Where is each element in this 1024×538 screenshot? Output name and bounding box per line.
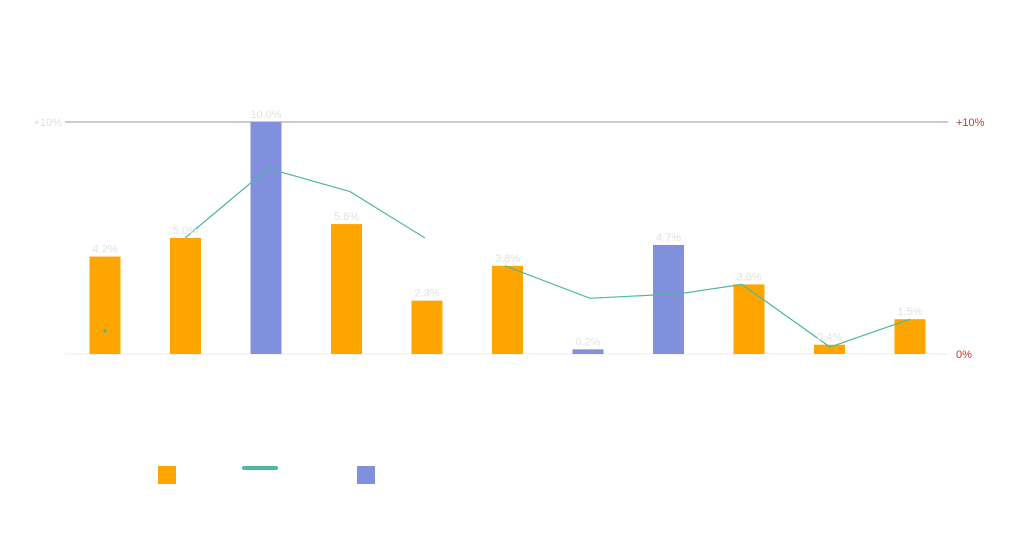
trend-line-segment <box>184 167 426 239</box>
bar-4 <box>331 224 362 354</box>
y-left-tick-1: +10% <box>34 117 63 129</box>
bar-3 <box>250 122 282 354</box>
legend-item-3 <box>357 466 381 484</box>
data-labels: 4.2% 5.0% 10.0% 5.6% 2.3% 3.8% 0.2% 4.7% 3.0% 0.4… <box>92 109 922 348</box>
bar-label-1: 4.2% <box>92 244 117 256</box>
bar-label-7: 0.2% <box>575 336 600 348</box>
bar-label-11: 1.5% <box>897 306 922 318</box>
legend-item-2 <box>242 466 284 470</box>
bars <box>89 122 926 354</box>
bar-7 <box>572 349 604 354</box>
legend-swatch-1 <box>158 466 176 484</box>
bar-6 <box>492 265 523 354</box>
bar-label-9: 3.0% <box>736 271 761 283</box>
bar-label-10: 0.4% <box>817 332 842 344</box>
axis-labels: +10% +10% 0% <box>34 117 985 361</box>
bar-label-2: 5.0% <box>173 225 198 237</box>
bar-label-8: 4.7% <box>656 232 681 244</box>
bar-label-4: 5.6% <box>334 211 359 223</box>
bar-5 <box>411 300 443 354</box>
bar-9 <box>733 284 765 354</box>
bar-2 <box>170 238 201 354</box>
trend-line <box>103 167 911 348</box>
legend-swatch-3 <box>357 466 375 484</box>
legend-swatch-2 <box>242 466 278 470</box>
bar-label-5: 2.3% <box>414 288 439 300</box>
bar-label-3: 10.0% <box>250 109 281 121</box>
bar-1 <box>89 256 121 354</box>
bar-8 <box>653 244 684 354</box>
bar-11 <box>894 319 926 354</box>
bar-label-6: 3.8% <box>495 253 520 265</box>
legend-item-1 <box>158 466 182 484</box>
y-right-tick-1: +10% <box>956 117 985 129</box>
bar-10 <box>814 344 845 354</box>
trend-point <box>103 329 107 333</box>
y-right-tick-2: 0% <box>956 349 972 361</box>
trend-line-segment <box>504 265 911 348</box>
